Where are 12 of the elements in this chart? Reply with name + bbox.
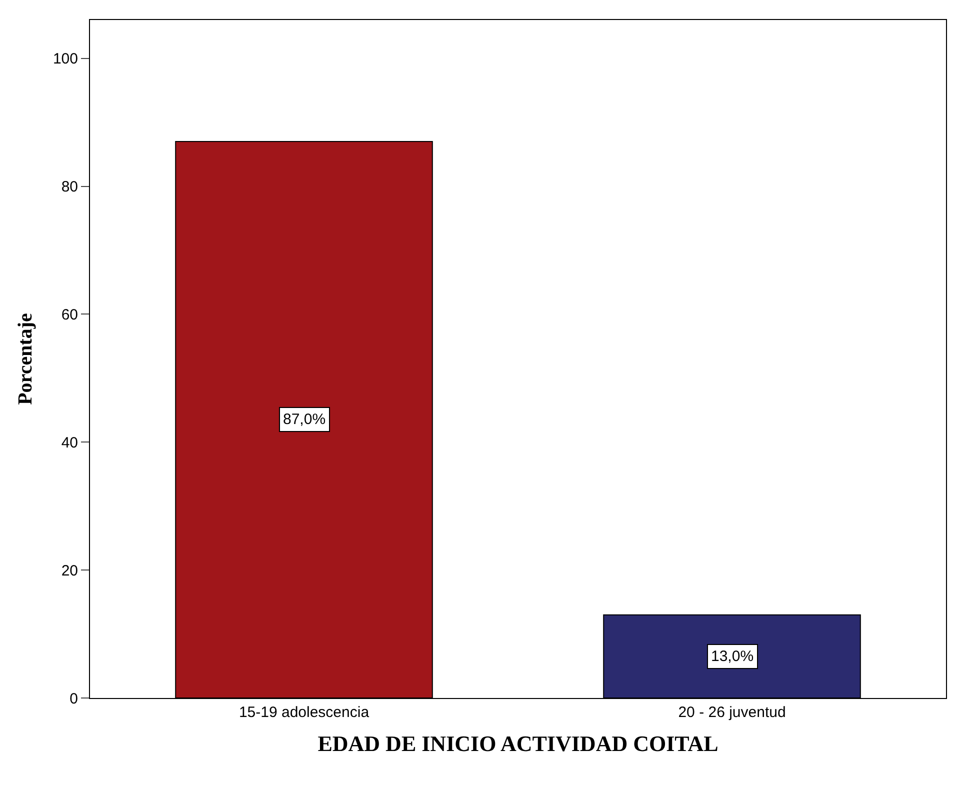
y-tick-label: 0 bbox=[70, 690, 78, 708]
x-axis-title: EDAD DE INICIO ACTIVIDAD COITAL bbox=[318, 730, 718, 756]
y-tick-label: 60 bbox=[61, 306, 78, 324]
x-tick-label: 20 - 26 juventud bbox=[678, 704, 786, 721]
x-tick-label: 15-19 adolescencia bbox=[238, 704, 370, 721]
y-tick-label: 20 bbox=[61, 562, 78, 580]
data-label: 13,0% bbox=[711, 648, 754, 665]
y-axis-title: Porcentaje bbox=[14, 312, 36, 405]
y-tick-label: 40 bbox=[61, 434, 78, 452]
y-tick-label: 80 bbox=[61, 178, 78, 196]
data-label: 87,0% bbox=[283, 411, 326, 428]
y-tick-label: 100 bbox=[52, 50, 78, 68]
